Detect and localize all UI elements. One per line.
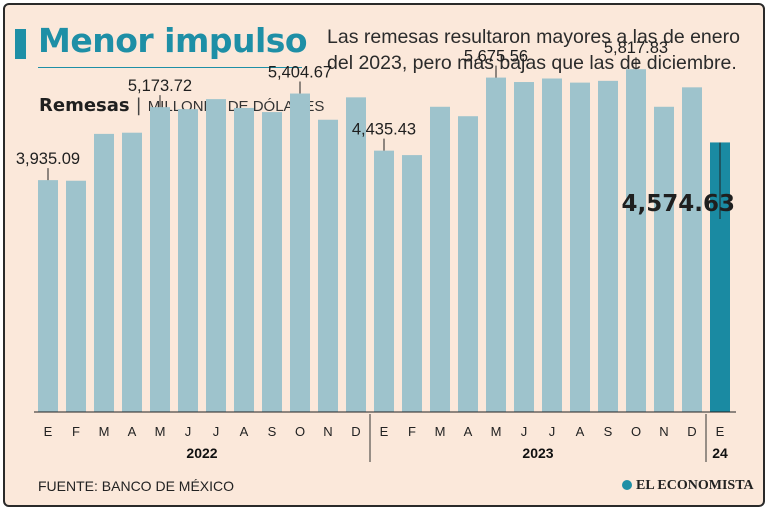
bar-7 [206, 99, 226, 412]
chart-title-separator: | [135, 95, 142, 116]
bar-25 [710, 142, 730, 412]
bar-chart: E F M A M J J A S O N D E F M A M J J A S O N D E 2022 2023 24 3,935… [16, 39, 736, 462]
x-tick-label: M [491, 424, 502, 439]
bar-20 [570, 82, 590, 413]
x-tick-label: N [659, 424, 668, 439]
infographic-frame: Menor impulso Las remesas resultaron may… [3, 3, 765, 507]
bar-23 [654, 106, 674, 412]
x-tick-label: F [72, 424, 80, 439]
value-label: 5,817.83 [604, 39, 668, 57]
bar-12 [346, 97, 366, 412]
x-tick-label: N [323, 424, 332, 439]
x-tick-label: A [240, 424, 249, 439]
bar-16 [458, 116, 478, 413]
subtitle: Las remesas resultaron mayores a las de … [327, 26, 740, 74]
bar-3 [94, 133, 114, 413]
value-label: 5,173.72 [128, 77, 192, 95]
value-label: 4,435.43 [352, 121, 416, 139]
brand-logo: EL ECONOMISTA [622, 478, 754, 494]
x-tick-label: J [549, 424, 556, 439]
bar-4 [122, 132, 142, 412]
bar-1 [38, 180, 58, 412]
x-tick-label: O [295, 424, 305, 439]
brand-mark-icon [622, 480, 632, 490]
bar-17 [486, 77, 506, 412]
bar-5 [150, 107, 170, 412]
x-tick-label: O [631, 424, 641, 439]
x-tick-label: A [464, 424, 473, 439]
brand-name: EL ECONOMISTA [636, 478, 754, 493]
bar-9 [262, 112, 282, 412]
value-label: 3,935.09 [16, 150, 80, 168]
value-label: 5,404.67 [268, 64, 332, 82]
headline-rule [38, 67, 302, 68]
headline-accent-bar [15, 29, 26, 59]
x-tick-label: S [268, 424, 277, 439]
value-label-highlight: 4,574.63 [622, 191, 736, 217]
bar-22 [626, 69, 646, 412]
x-tick-label: E [380, 424, 389, 439]
x-tick-label: J [213, 424, 220, 439]
x-tick-label: D [687, 424, 696, 439]
bar-24 [682, 87, 702, 412]
x-tick-label: J [185, 424, 192, 439]
bar-13 [374, 150, 394, 412]
bar-6 [178, 109, 198, 413]
year-label: 24 [712, 445, 728, 461]
x-tick-label: J [521, 424, 528, 439]
bar-11 [318, 119, 338, 412]
bar-8 [234, 107, 254, 413]
bar-18 [514, 82, 534, 413]
bar-19 [542, 78, 562, 412]
x-tick-label: E [44, 424, 53, 439]
x-tick-label: M [99, 424, 110, 439]
x-tick-label: E [716, 424, 725, 439]
source-note: FUENTE: BANCO DE MÉXICO [38, 478, 235, 494]
x-tick-label: S [604, 424, 613, 439]
chart-title-main: Remesas [39, 95, 130, 116]
x-tick-label: M [435, 424, 446, 439]
year-label: 2022 [186, 445, 217, 461]
year-label: 2023 [522, 445, 553, 461]
bar-10 [290, 93, 310, 412]
x-tick-label: A [576, 424, 585, 439]
x-tick-label: A [128, 424, 137, 439]
bar-15 [430, 106, 450, 412]
bar-14 [402, 155, 422, 412]
x-tick-label: F [408, 424, 416, 439]
x-tick-label: D [351, 424, 360, 439]
bar-21 [598, 80, 618, 413]
x-tick-label: M [155, 424, 166, 439]
value-label: 5,675.56 [464, 48, 528, 66]
headline: Menor impulso [38, 21, 308, 60]
bar-2 [66, 180, 86, 412]
